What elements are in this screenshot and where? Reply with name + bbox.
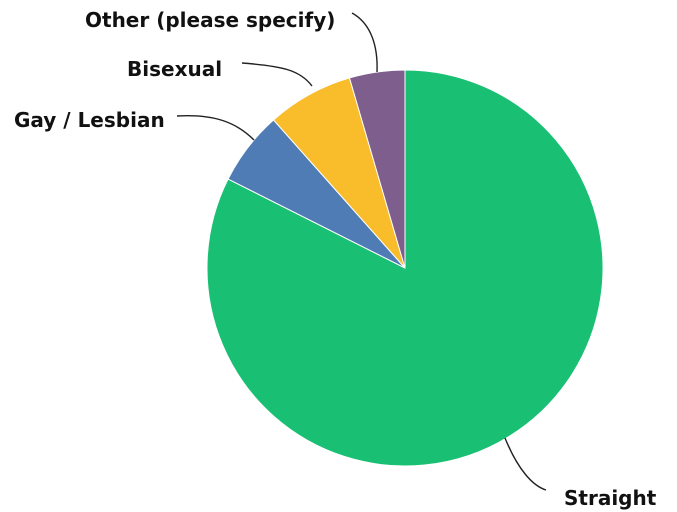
slice-labels: Straight Gay / Lesbian Bisexual Other (p… bbox=[14, 8, 657, 510]
leader-lines bbox=[176, 12, 547, 491]
label-other-please-specify: Other (please specify) bbox=[85, 8, 335, 32]
leader-line-gay-lesbian bbox=[176, 115, 255, 141]
pie-slice-other-please-specify bbox=[348, 69, 406, 269]
pie-slice-straight bbox=[206, 69, 604, 467]
pie-slices bbox=[206, 69, 604, 467]
leader-line-bisexual bbox=[241, 62, 313, 87]
leader-line-other-please-specify bbox=[351, 12, 378, 73]
leader-line-straight bbox=[504, 437, 547, 491]
label-gay-lesbian: Gay / Lesbian bbox=[14, 108, 165, 132]
label-bisexual: Bisexual bbox=[127, 57, 222, 81]
label-straight: Straight bbox=[564, 486, 657, 510]
